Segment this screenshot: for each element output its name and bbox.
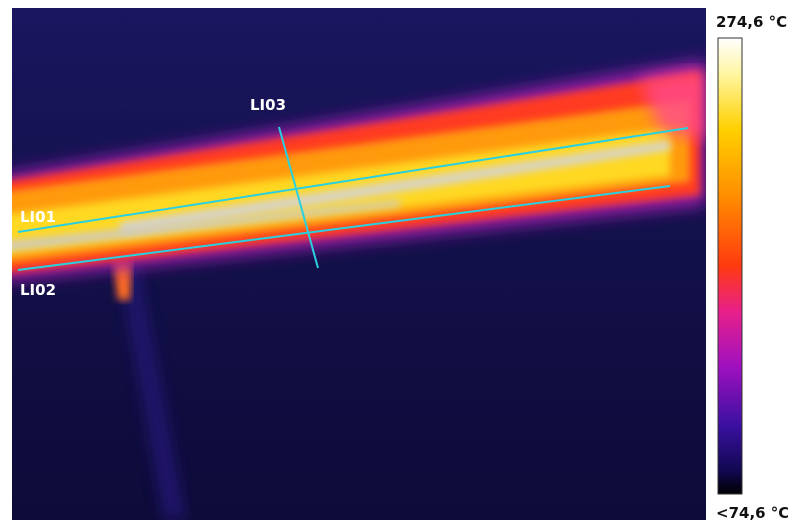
line-label: LI03: [250, 96, 286, 114]
line-label: LI01: [20, 208, 56, 226]
thermal-image: LI01 LI02 LI03 274,6 °C <74,6 °C: [0, 0, 788, 524]
color-scale: [718, 38, 742, 494]
scale-max: 274,6 °C: [716, 13, 787, 31]
image-content: [0, 8, 706, 520]
scale-min: <74,6 °C: [716, 504, 788, 522]
line-label: LI02: [20, 281, 56, 299]
thermal-view: LI01 LI02 LI03 274,6 °C <74,6 °C: [0, 0, 788, 524]
